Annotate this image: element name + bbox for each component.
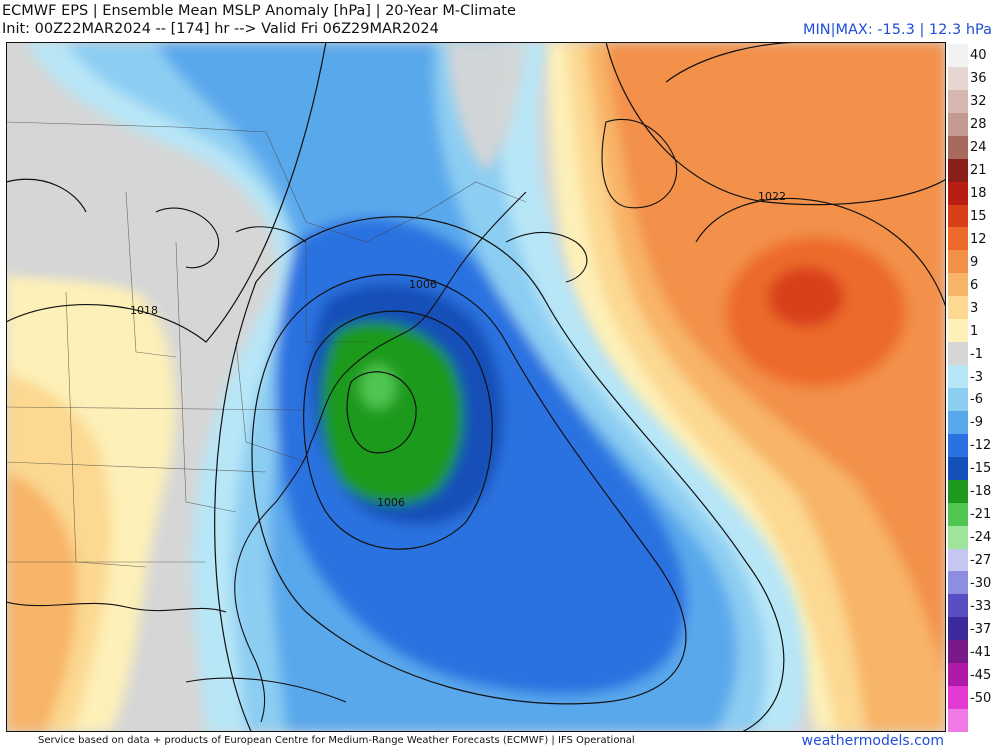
isobar-1006 [303,310,493,550]
map-title: ECMWF EPS | Ensemble Mean MSLP Anomaly [… [2,2,516,38]
colorbar-label: -9 [970,415,983,431]
border-state-4 [6,461,267,473]
negative-anomaly-18 [360,365,396,409]
isobar-1010 [251,274,687,705]
colorbar-label: 18 [970,186,987,202]
border-us-canada [6,121,527,243]
isobar-label-1006-south: 1006 [377,496,405,509]
colorbar-label: 1 [970,323,979,339]
colorbar-label: -33 [970,598,992,614]
border-state-3 [6,406,307,411]
colorbar-label: 21 [970,163,987,179]
border-state-2 [175,241,237,513]
coastline-gulf [6,601,227,613]
colorbar-label: 32 [970,94,987,110]
isobar-label-1006-north: 1006 [409,278,437,291]
colorbar-label: -45 [970,667,992,683]
colorbar-swatch [948,594,968,618]
coastline-east [234,191,527,723]
colorbar-swatch [948,112,968,137]
colorbar-swatch [948,227,968,251]
colorbar-swatch [948,273,968,297]
coastline-newfoundland [601,118,678,209]
min-max-readout: MIN|MAX: -15.3 | 12.3 hPa [802,22,992,38]
colorbar-label: 28 [970,117,987,133]
colorbar-label: -30 [970,575,992,591]
weather-map: 1022 1018 1006 1006 [6,42,946,732]
colorbar-swatch [948,502,968,527]
colorbar-swatch [948,709,968,733]
title-line-2: Init: 00Z22MAR2024 -- [174] hr --> Valid… [2,21,439,37]
colorbar-swatch [948,319,968,343]
colorbar-swatch [948,89,968,114]
colorbar-label: -50 [970,690,992,706]
coastline-great-lakes [155,207,307,269]
isobar-east-2 [605,42,946,206]
neutral-north [6,102,240,292]
colorbar-swatch [948,388,968,412]
colorbar-swatch [948,365,968,389]
isobar-west [6,178,87,213]
colorbar-label: 36 [970,71,987,87]
colorbar-swatch [948,686,968,710]
colorbar-label: -12 [970,438,992,454]
colorbar-swatch [948,66,968,91]
colorbar-label: -6 [970,392,983,408]
colorbar-label: -24 [970,530,992,546]
colorbar-label: -37 [970,621,992,637]
title-line-1: ECMWF EPS | Ensemble Mean MSLP Anomaly [… [2,3,516,19]
colorbar-label: 3 [970,300,979,316]
colorbar-label: -27 [970,553,992,568]
colorbar-label: -3 [970,369,983,385]
isobar-1014 [214,216,785,732]
colorbar-swatch [948,44,968,68]
colorbar-label: -1 [970,346,983,362]
coastline-cuba [185,677,347,703]
border-state-6 [235,341,307,463]
colorbar-label: -15 [970,461,992,477]
footer-attribution: Service based on data + products of Euro… [38,735,635,746]
colorbar-swatch [948,479,968,504]
colorbar-swatch [948,135,968,160]
colorbar-swatch [948,456,968,481]
colorbar-swatch [948,204,968,228]
neutral-canada [446,42,526,172]
colorbar-swatch [948,250,968,274]
colorbar-swatch [948,158,968,183]
colorbar-swatch [948,296,968,320]
colorbar-swatch [948,433,968,458]
colorbar-label: 12 [970,231,987,247]
colorbar-swatch [948,181,968,206]
colorbar-swatch [948,410,968,435]
isobar-label-1022: 1022 [758,190,786,203]
coastline-nova-scotia [505,231,588,283]
colorbar-swatch [948,342,968,366]
isobar-1018 [6,42,327,343]
colorbar-label: 40 [970,48,987,64]
colorbar-label: -21 [970,507,992,523]
colorbar-label: 6 [970,277,979,293]
colorbar-swatch [948,663,968,687]
colorbar-label: 15 [970,209,987,224]
colorbar-label: -41 [970,644,992,660]
colorbar-label: -18 [970,484,992,500]
border-state-1 [125,191,177,358]
positive-anomaly-15 [768,267,844,327]
border-state-7 [305,242,366,343]
colorbar-swatch [948,640,968,664]
colorbar-swatch [948,548,968,572]
colorbar-label: 24 [970,140,987,156]
colorbar-swatch [948,525,968,550]
colorbar-swatch [948,571,968,595]
footer-site: weathermodels.com [801,733,944,749]
negative-anomaly-15 [321,322,463,505]
colorbar-label: 9 [970,254,979,270]
isobar-label-1018: 1018 [130,304,158,317]
colorbar-swatch [948,617,968,641]
west-anomaly-6 [6,472,77,732]
colorbar-legend: 40 36 32 28 24 21 18 15 12 9 6 3 1 -1 -3 -6 -9 -12 -15 -18 -… [948,44,1000,734]
isobar-inner [346,371,417,454]
